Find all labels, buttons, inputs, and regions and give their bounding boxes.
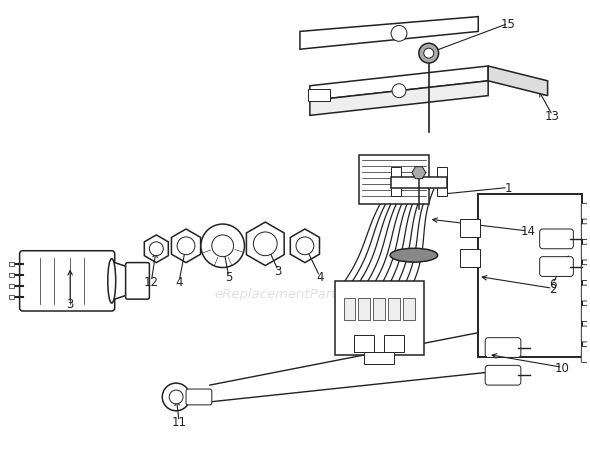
Text: 2: 2 [549, 282, 556, 295]
FancyBboxPatch shape [581, 204, 590, 220]
Bar [9, 262, 14, 266]
Circle shape [296, 237, 314, 255]
Bar [403, 298, 415, 320]
Polygon shape [172, 230, 201, 263]
Circle shape [162, 383, 190, 411]
Bar [9, 296, 14, 299]
Text: 12: 12 [144, 275, 159, 288]
FancyBboxPatch shape [485, 338, 521, 358]
Bar [478, 195, 582, 358]
FancyBboxPatch shape [581, 245, 590, 260]
Text: eReplacementParts.com: eReplacementParts.com [214, 287, 376, 300]
FancyBboxPatch shape [581, 306, 590, 322]
Circle shape [149, 242, 163, 256]
FancyBboxPatch shape [581, 224, 590, 240]
Bar [391, 168, 401, 197]
Bar [358, 298, 371, 320]
Bar [355, 335, 374, 353]
Bar [384, 335, 404, 353]
Bar [373, 298, 385, 320]
Text: 14: 14 [520, 225, 535, 238]
Circle shape [392, 84, 406, 98]
Polygon shape [290, 230, 320, 263]
Polygon shape [300, 17, 478, 50]
Polygon shape [310, 82, 488, 116]
Text: 3: 3 [67, 297, 74, 310]
Polygon shape [112, 262, 130, 301]
FancyBboxPatch shape [581, 347, 590, 363]
Ellipse shape [390, 249, 438, 263]
Bar [391, 177, 447, 189]
Bar [308, 90, 330, 101]
Polygon shape [247, 223, 284, 266]
Circle shape [201, 224, 244, 268]
FancyBboxPatch shape [540, 257, 573, 277]
Bar [460, 249, 480, 267]
Bar [343, 298, 355, 320]
Circle shape [169, 390, 183, 404]
Circle shape [253, 232, 277, 256]
Circle shape [419, 44, 438, 64]
Text: 10: 10 [555, 361, 570, 374]
Polygon shape [412, 168, 426, 179]
Bar [460, 220, 480, 237]
Polygon shape [310, 67, 488, 101]
Ellipse shape [108, 259, 116, 303]
Polygon shape [145, 235, 168, 263]
Circle shape [391, 27, 407, 42]
Text: 4: 4 [316, 270, 323, 283]
Text: 3: 3 [274, 264, 282, 277]
Circle shape [177, 237, 195, 255]
Text: 6: 6 [549, 277, 556, 290]
FancyBboxPatch shape [485, 365, 521, 385]
FancyBboxPatch shape [540, 230, 573, 249]
Bar [335, 282, 424, 356]
Text: 15: 15 [500, 18, 516, 31]
Bar [365, 353, 394, 364]
Polygon shape [488, 67, 548, 96]
Text: 13: 13 [545, 110, 560, 123]
FancyBboxPatch shape [19, 251, 114, 311]
Bar [437, 168, 447, 197]
FancyBboxPatch shape [581, 285, 590, 301]
Text: 4: 4 [175, 275, 183, 288]
Bar [9, 274, 14, 278]
FancyBboxPatch shape [126, 263, 149, 299]
Text: 11: 11 [172, 415, 186, 428]
Text: 5: 5 [225, 270, 232, 283]
Circle shape [212, 235, 234, 257]
Bar [388, 298, 400, 320]
FancyBboxPatch shape [581, 326, 590, 342]
Text: 1: 1 [504, 182, 512, 195]
FancyBboxPatch shape [581, 265, 590, 281]
FancyBboxPatch shape [186, 389, 212, 405]
Circle shape [424, 49, 434, 59]
Bar [9, 285, 14, 289]
Bar [359, 156, 429, 205]
